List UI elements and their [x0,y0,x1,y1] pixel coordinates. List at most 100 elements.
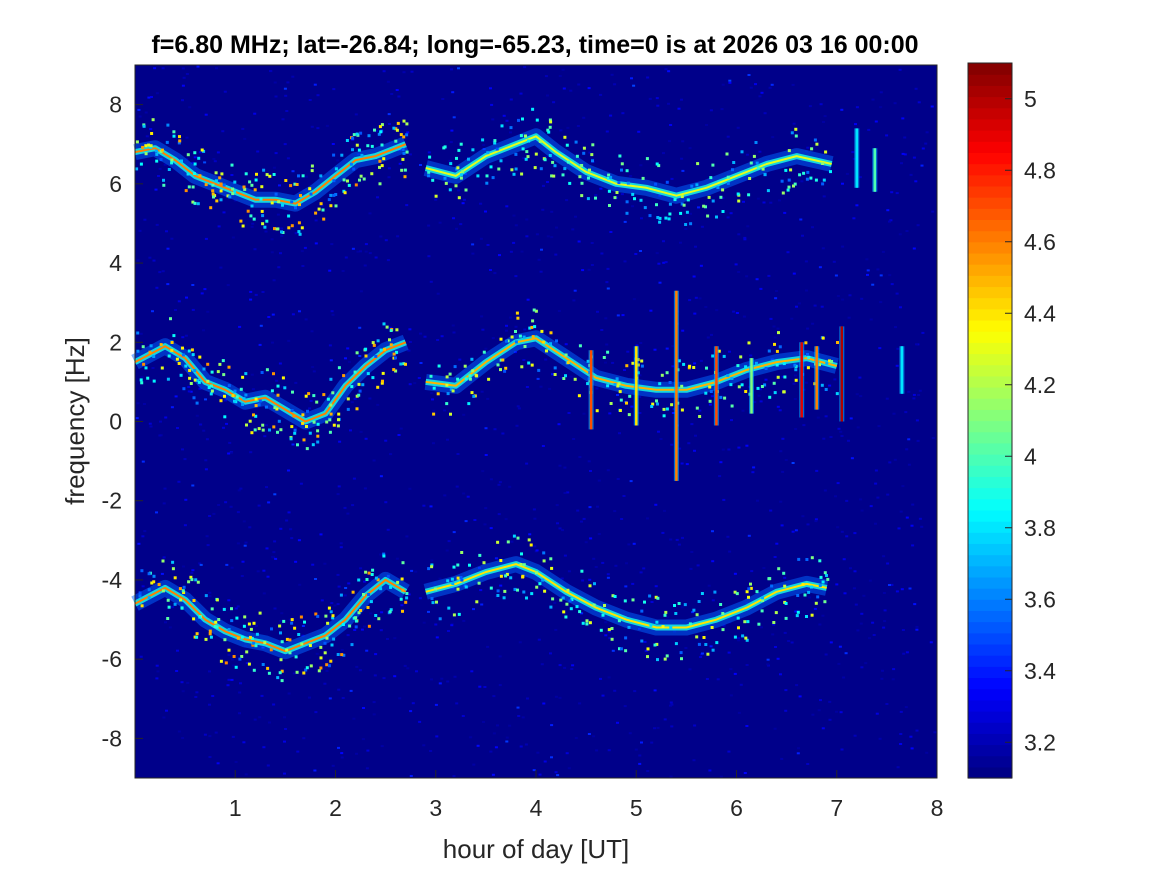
noise-cell [292,672,296,675]
ridge-speckle [253,188,257,192]
ridge-speckle [470,357,474,361]
ridge-speckle [430,563,434,567]
noise-cell [508,485,512,488]
noise-cell [736,126,740,129]
noise-cell [801,234,804,237]
noise-cell [745,275,749,278]
colorbar-tick-label: 4.6 [1024,229,1056,255]
noise-cell [231,735,235,738]
noise-cell [742,200,745,203]
noise-cell [877,425,881,428]
noise-cell [161,67,165,70]
ridge-speckle [623,599,627,603]
ridge-speckle [308,644,312,647]
ridge-speckle [679,211,683,215]
noise-cell [766,658,770,661]
ridge-speckle [586,382,590,386]
colorbar-ticks: 3.23.43.63.844.24.44.64.85 [1005,86,1056,755]
noise-cell [546,94,549,97]
noise-cell [143,218,147,221]
colorbar-step [968,409,1012,422]
noise-cell [481,470,485,473]
ridge-speckle [325,420,329,424]
noise-cell [174,309,177,311]
noise-cell [184,334,188,337]
ridge-speckle [794,368,798,372]
noise-cell [514,224,518,227]
noise-cell [155,511,158,514]
noise-cell [866,269,870,272]
ridge-speckle [334,204,338,208]
noise-cell [805,289,808,292]
ridge-speckle [319,174,323,178]
noise-cell [471,243,475,246]
noise-cell [590,264,594,266]
noise-cell [450,129,454,132]
ridge-speckle [337,366,341,370]
noise-cell [618,432,621,435]
ridge-speckle [825,574,828,577]
ridge-speckle [617,619,621,623]
ridge-speckle [592,603,596,607]
noise-cell [427,224,431,227]
noise-cell [452,775,456,778]
ridge-speckle [662,407,666,411]
ridge-speckle [664,216,668,220]
x-tick-label: 1 [229,795,242,821]
ridge-speckle [797,557,801,561]
noise-cell [422,504,426,507]
noise-cell [550,210,554,213]
noise-cell [447,181,451,184]
noise-cell [653,348,657,351]
noise-cell [616,314,620,317]
ridge-speckle [399,362,403,366]
ridge-speckle [352,133,356,137]
noise-cell [854,603,858,606]
noise-cell [149,128,153,131]
noise-cell [532,508,536,511]
ridge-speckle [311,443,315,447]
noise-cell [181,448,184,451]
noise-cell [447,630,450,632]
ridge-speckle [278,671,282,675]
noise-cell [829,436,833,438]
noise-cell [775,542,779,545]
ridge-speckle [227,648,231,652]
noise-cell [537,258,541,261]
ridge-speckle [138,591,142,595]
ridge-speckle [776,375,780,379]
ridge-speckle [243,615,247,619]
noise-cell [737,711,741,714]
noise-cell [229,505,233,508]
ridge-speckle [578,610,582,614]
ridge-speckle [730,404,734,408]
ridge-speckle [144,366,148,370]
noise-cell [620,518,624,520]
ridge-speckle [574,140,578,144]
noise-cell [737,637,741,640]
noise-cell [276,213,280,216]
noise-cell [644,649,648,652]
ridge-speckle [459,142,463,146]
noise-cell [699,264,703,267]
noise-cell [141,585,145,588]
ridge-speckle [389,608,393,612]
noise-cell [236,605,240,608]
noise-cell [436,603,440,606]
ridge-speckle [364,354,368,358]
noise-cell [363,625,366,628]
ridge-speckle [669,626,673,630]
noise-cell [650,741,654,744]
noise-cell [565,199,569,202]
noise-cell [737,233,741,236]
noise-cell [341,270,345,272]
noise-cell [212,158,216,160]
noise-cell [781,470,785,473]
noise-cell [202,429,206,432]
ridge-speckle [336,653,340,656]
noise-cell [578,702,582,705]
ridge-speckle [695,613,699,617]
ridge-speckle [342,374,346,378]
ridge-speckle [402,362,406,366]
